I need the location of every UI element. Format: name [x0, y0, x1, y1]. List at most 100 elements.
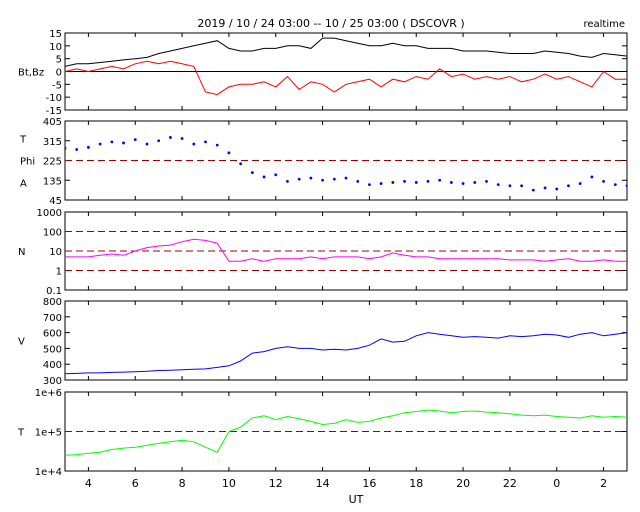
data-point: [87, 145, 90, 149]
y-tick-label: 10: [49, 42, 62, 53]
panel-phi-angle: 405 315 225 135 45 T Phi A: [19, 117, 628, 207]
data-point: [426, 179, 430, 183]
data-point: [344, 176, 348, 180]
chart-title: 2019 / 10 / 24 03:00 -- 10 / 25 03:00 ( …: [197, 17, 464, 30]
x-tick-label: 2: [600, 477, 607, 490]
data-point: [613, 183, 617, 187]
y-tick-label: 15: [49, 29, 62, 40]
y-axis-label: T: [19, 135, 27, 146]
y-tick-label: 405: [43, 117, 62, 128]
y-axis-label: T: [17, 428, 25, 439]
y-axis-label: N: [18, 247, 25, 258]
data-point: [438, 178, 442, 182]
data-point: [309, 176, 313, 180]
data-point: [531, 188, 535, 192]
data-point: [391, 181, 395, 184]
y-tick-label: 800: [43, 297, 62, 308]
data-point: [262, 175, 266, 179]
data-point: [485, 179, 488, 183]
y-axis-label: Bt,Bz: [18, 68, 44, 79]
data-point: [145, 142, 149, 146]
x-tick-label: 16: [362, 477, 376, 490]
data-point: [461, 182, 465, 185]
x-tick-label: 6: [132, 477, 139, 490]
y-tick-label: 10: [49, 247, 62, 258]
data-point: [449, 181, 453, 184]
data-point: [215, 143, 219, 147]
y-tick-label: 225: [43, 157, 62, 168]
panel-temperature: 1e+6 1e+5 1e+4 T: [17, 388, 628, 478]
y-tick-label: 5: [56, 55, 62, 66]
y-tick-label: 500: [43, 344, 62, 355]
data-point: [332, 177, 336, 181]
y-tick-label: 135: [43, 176, 62, 187]
y-tick-label: 1e+5: [35, 428, 62, 439]
data-point: [625, 184, 627, 188]
y-tick-label: 1e+6: [35, 388, 62, 399]
data-point: [473, 181, 477, 184]
series-line-temperature: [65, 409, 627, 456]
series-line-bt: [65, 37, 627, 67]
data-point: [192, 142, 196, 146]
y-tick-label: -5: [52, 80, 62, 91]
x-tick-label: 14: [316, 477, 330, 490]
data-point: [578, 182, 582, 185]
x-tick-label: 10: [222, 477, 236, 490]
y-tick-label: 100: [43, 228, 62, 239]
x-axis: 4 6 8 10 12 14 16 18 20 22 0 2 UT: [85, 477, 607, 506]
panel-density: 1000 100 10 1 0.1 N: [18, 208, 628, 297]
data-point: [321, 178, 324, 182]
data-point: [133, 138, 137, 142]
data-point: [555, 187, 559, 191]
y-tick-label: 1000: [37, 208, 62, 219]
data-point: [180, 137, 184, 140]
data-point: [567, 184, 570, 188]
data-point: [356, 179, 360, 183]
y-tick-label: -15: [46, 106, 62, 117]
y-tick-label: 45: [49, 196, 62, 207]
y-tick-label: 600: [43, 329, 62, 340]
data-point: [227, 151, 231, 155]
series-line-speed: [65, 332, 627, 375]
y-tick-label: -10: [46, 93, 62, 104]
data-point: [250, 171, 254, 174]
data-point: [239, 162, 243, 166]
series-phi: [65, 136, 627, 192]
series-line-bz: [65, 60, 627, 96]
y-tick-label: 1: [56, 267, 62, 278]
data-point: [286, 179, 289, 183]
data-point: [496, 183, 500, 187]
y-tick-label: 1e+4: [35, 467, 62, 478]
data-point: [204, 140, 207, 144]
data-point: [98, 142, 102, 146]
data-point: [157, 139, 161, 143]
data-point: [379, 182, 383, 185]
data-point: [403, 179, 406, 183]
x-tick-label: 18: [409, 477, 423, 490]
x-tick-label: 20: [456, 477, 470, 490]
x-tick-label: 0: [553, 477, 560, 490]
data-point: [590, 175, 594, 179]
y-tick-label: 700: [43, 313, 62, 324]
y-tick-label: 300: [43, 376, 62, 387]
panel-magnetic-field: 15 10 5 0-5 -10 -15 Bt,Bz: [18, 29, 628, 117]
x-tick-label: 12: [269, 477, 283, 490]
data-point: [602, 179, 605, 183]
data-point: [274, 173, 278, 177]
panel-speed: 800 700 600 500 400 300 V: [18, 297, 628, 387]
y-axis-label: A: [20, 179, 27, 190]
data-point: [508, 184, 512, 188]
panels: 151050-5-10-15Bt,Bz40531522513545TPhiA10…: [17, 29, 628, 478]
realtime-label: realtime: [583, 19, 625, 30]
y-tick-label: 0: [56, 68, 62, 79]
data-point: [414, 181, 418, 184]
x-axis-label: UT: [349, 493, 364, 506]
x-tick-label: 4: [85, 477, 92, 490]
data-point: [297, 177, 301, 181]
data-point: [368, 183, 371, 187]
data-point: [168, 136, 172, 139]
y-tick-label: 315: [43, 137, 62, 148]
data-point: [543, 186, 547, 190]
panel-frame: [64, 300, 628, 381]
y-tick-label: 0.1: [46, 286, 62, 297]
